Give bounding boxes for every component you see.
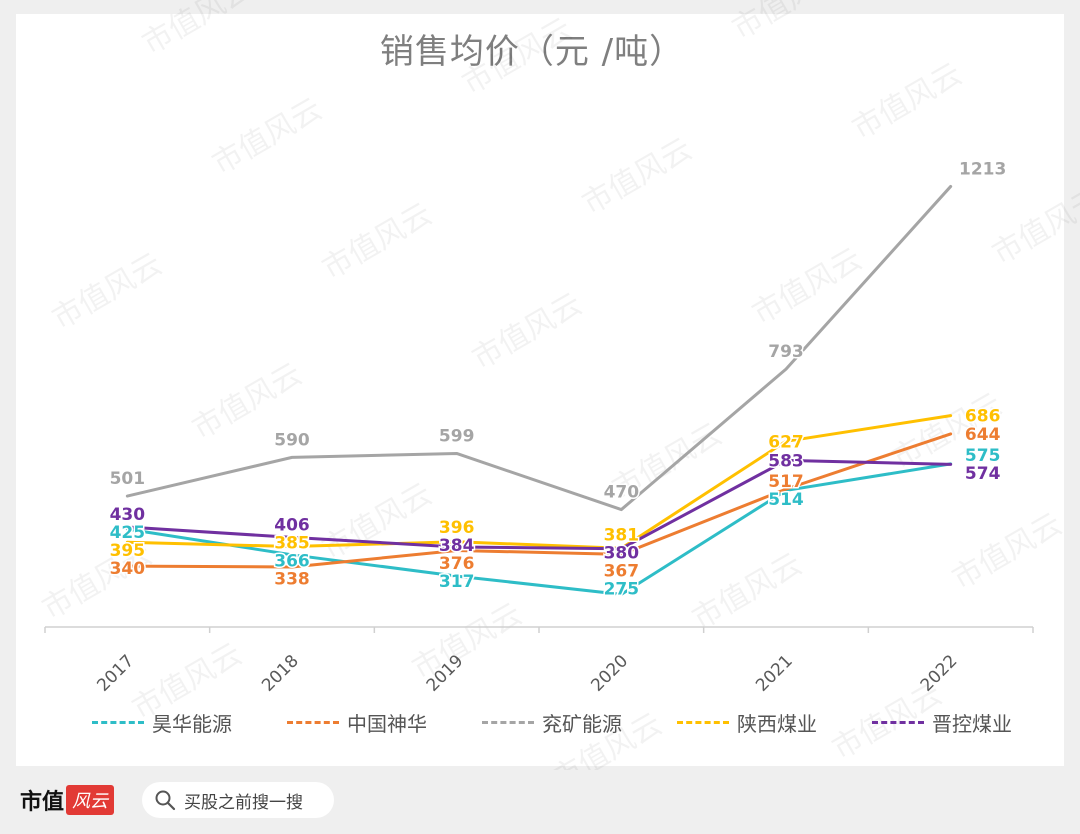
watermark-text: 市值风云 <box>317 197 438 287</box>
data-label: 275 <box>604 579 640 599</box>
series-line-中国神华 <box>125 432 953 569</box>
legend-swatch <box>287 721 339 724</box>
data-label: 425 <box>110 523 146 543</box>
legend-label: 昊华能源 <box>152 712 232 736</box>
legend-item: 陕西煤业 <box>677 708 817 737</box>
x-tick-label: 2017 <box>93 651 138 696</box>
data-label: 430 <box>110 505 146 525</box>
watermark-text: 市值风云 <box>467 287 588 377</box>
search-text: 买股之前搜一搜 <box>184 792 303 813</box>
data-label: 380 <box>604 543 640 563</box>
legend-item: 昊华能源 <box>92 708 232 737</box>
legend-label: 陕西煤业 <box>737 712 817 736</box>
series-line-昊华能源 <box>125 462 953 596</box>
data-label: 366 <box>274 551 310 571</box>
data-label: 793 <box>768 342 804 362</box>
brand-badge: 风云 <box>66 785 115 815</box>
data-label: 317 <box>439 572 475 592</box>
data-label: 385 <box>274 533 310 553</box>
watermark-text: 市值风云 <box>47 247 168 337</box>
legend-item: 晋控煤业 <box>872 708 1012 737</box>
legend-label: 晋控煤业 <box>932 712 1012 736</box>
data-label: 1213 <box>959 159 1006 179</box>
legend-swatch <box>482 721 534 724</box>
data-label: 384 <box>439 536 475 556</box>
brand-logo[interactable]: 市值 风云 <box>20 784 115 816</box>
legend-swatch <box>92 721 144 724</box>
data-label: 406 <box>274 515 310 535</box>
series-line-陕西煤业 <box>125 414 953 550</box>
data-label: 338 <box>274 569 310 589</box>
data-label: 599 <box>439 426 475 446</box>
data-label: 381 <box>604 525 640 545</box>
data-label: 583 <box>768 451 804 471</box>
x-tick-label: 2020 <box>587 651 632 696</box>
data-label: 396 <box>439 518 475 538</box>
data-label: 574 <box>965 464 1001 484</box>
brand-text: 市值 <box>20 789 65 815</box>
legend-item: 兖矿能源 <box>482 708 622 737</box>
data-label: 517 <box>768 472 804 492</box>
data-label: 470 <box>604 483 640 503</box>
legend-label: 中国神华 <box>347 712 427 736</box>
x-tick-label: 2018 <box>258 651 303 696</box>
data-label: 644 <box>965 425 1001 445</box>
data-label: 575 <box>965 446 1001 466</box>
x-tick-label: 2021 <box>752 651 797 696</box>
watermark-text: 市值风云 <box>207 92 328 182</box>
series-line-兖矿能源 <box>125 184 953 512</box>
search-icon <box>155 790 176 811</box>
legend-swatch <box>677 721 729 724</box>
legend-swatch <box>872 721 924 724</box>
data-label: 514 <box>768 490 804 510</box>
data-label: 340 <box>110 559 146 579</box>
watermark-text: 市值风云 <box>687 547 808 637</box>
watermark-text: 市值风云 <box>747 242 868 332</box>
legend-item: 中国神华 <box>287 708 427 737</box>
series-line-晋控煤业 <box>125 458 953 551</box>
watermark-text: 市值风云 <box>457 12 578 102</box>
data-label: 376 <box>439 554 475 574</box>
data-label: 686 <box>965 407 1001 427</box>
chart-panel <box>16 14 1064 766</box>
watermark-text: 市值风云 <box>137 0 258 62</box>
x-tick-label: 2022 <box>917 651 962 696</box>
watermark-text: 市值风云 <box>987 182 1080 272</box>
search-box[interactable]: 买股之前搜一搜 <box>142 782 334 818</box>
watermark-text: 市值风云 <box>407 597 528 687</box>
watermark-text: 市值风云 <box>847 57 968 147</box>
chart-title: 销售均价（元 /吨） <box>379 32 685 72</box>
legend-label: 兖矿能源 <box>542 712 622 736</box>
data-label: 501 <box>110 469 146 489</box>
watermark-text: 市值风云 <box>577 132 698 222</box>
data-label: 590 <box>274 430 310 450</box>
watermark-text: 市值风云 <box>947 507 1068 597</box>
footer-bar: 市值 风云 买股之前搜一搜 <box>0 770 1080 834</box>
watermark-text: 市值风云 <box>727 0 848 47</box>
chart-legend: 昊华能源 中国神华 兖矿能源 陕西煤业 晋控煤业 <box>92 708 1012 737</box>
data-label: 395 <box>110 541 146 561</box>
data-label: 367 <box>604 561 640 581</box>
data-label: 627 <box>768 432 804 452</box>
